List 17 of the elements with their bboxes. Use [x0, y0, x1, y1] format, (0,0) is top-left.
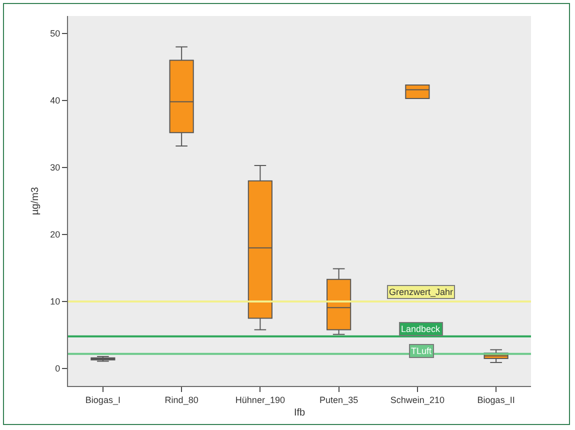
x-tick-label: Puten_35: [320, 394, 358, 405]
y-tick-label: 0: [55, 364, 60, 374]
ref-line-label: Grenzwert_Jahr: [389, 287, 454, 297]
y-tick-label: 10: [50, 296, 60, 307]
x-tick-label: Schwein_210: [390, 394, 444, 405]
y-tick-label: 30: [50, 162, 60, 173]
y-tick-label: 20: [50, 230, 60, 240]
y-tick-label: 40: [50, 96, 60, 106]
x-tick-label: Hühner_190: [235, 394, 285, 405]
x-axis-title: Ifb: [294, 407, 306, 418]
x-tick-label: Rind_80: [164, 394, 198, 405]
y-axis-title: µg/m3: [30, 186, 41, 215]
x-tick-label: Biogas_I: [85, 394, 120, 405]
ref-line-label: Landbeck: [401, 324, 441, 334]
ref-line-label: TLuft: [411, 346, 432, 356]
y-tick-label: 50: [50, 28, 60, 39]
x-tick-label: Biogas_II: [477, 394, 515, 405]
